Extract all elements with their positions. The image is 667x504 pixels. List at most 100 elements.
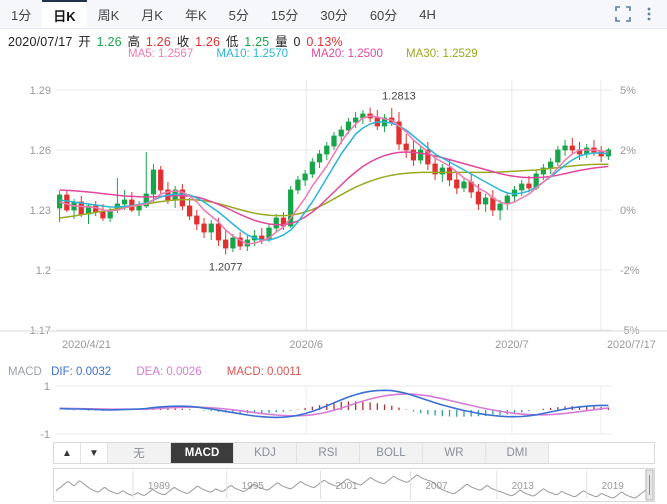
more-vertical-icon[interactable]: [641, 6, 657, 22]
x-axis-tick: 2020/6: [289, 339, 323, 351]
ma10-legend: MA10: 1.2570: [216, 48, 289, 60]
indicator-tab-bar: ▲ ▼ 无 MACD KDJ RSI BOLL WR DMI: [53, 442, 655, 464]
quote-close-value: 1.26: [195, 35, 221, 49]
candlestick: [143, 152, 149, 208]
indicator-tab-filler: [549, 443, 654, 463]
candlestick: [208, 220, 214, 240]
candlestick: [150, 164, 157, 202]
quote-change-pct: 0.13%: [306, 35, 343, 49]
fullscreen-icon[interactable]: [615, 6, 631, 22]
macd-dif-value: DIF: 0.0032: [51, 366, 112, 378]
indicator-tab-kdj[interactable]: KDJ: [234, 443, 297, 463]
y-axis-right-tick: 2%: [620, 145, 636, 157]
scroll-down-button[interactable]: ▼: [81, 443, 108, 463]
candlestick: [598, 146, 604, 162]
y-axis-right-tick: -2%: [620, 265, 640, 277]
candlestick: [331, 132, 337, 150]
y-axis-right-tick: 0%: [620, 205, 636, 217]
indicator-tab-无[interactable]: 无: [108, 443, 171, 463]
range-navigator[interactable]: 1989 1995 2001 2007 2013 2019: [53, 468, 655, 502]
indicator-tab-wr[interactable]: WR: [423, 443, 486, 463]
y-axis-left-tick: 1.2: [36, 265, 51, 277]
quote-volume-value: 0: [293, 35, 301, 49]
ma-line: [59, 163, 609, 219]
ma5-legend: MA5: 1.2567: [128, 48, 194, 60]
candlestick: [584, 144, 590, 158]
ma30-legend: MA30: 1.2529: [406, 48, 478, 60]
quote-summary: 2020/07/17 开 1.26 高 1.26 收 1.26 低 1.25 量…: [8, 31, 345, 50]
candlestick: [172, 186, 178, 208]
quote-date: 2020/07/17: [8, 35, 73, 49]
macd-y-tick: -1: [40, 429, 50, 440]
period-tab-bar: 1分 日K 周K 月K 年K 5分 15分 30分 60分 4H: [0, 0, 667, 29]
ma-line: [59, 151, 609, 226]
macd-dea-line: [59, 393, 609, 417]
candlestick: [454, 172, 460, 194]
candlestick: [136, 201, 142, 216]
candlestick: [324, 142, 330, 160]
candlestick: [194, 210, 200, 230]
navigator-year-label: 2013: [512, 481, 535, 492]
navigator-year-label: 1995: [242, 481, 265, 492]
indicator-tab-dmi[interactable]: DMI: [486, 443, 549, 463]
quote-close-label: 收: [176, 35, 190, 49]
candlestick: [418, 146, 424, 164]
indicator-tab-macd[interactable]: MACD: [171, 443, 234, 463]
candlestick: [497, 200, 503, 220]
period-tab-8[interactable]: 30分: [320, 7, 348, 23]
scroll-up-button[interactable]: ▲: [54, 443, 81, 463]
price-annotation-high: 1.2813: [382, 90, 416, 102]
candlestick: [482, 194, 489, 212]
candlestick: [367, 107, 373, 122]
quote-open-value: 1.26: [96, 35, 122, 49]
quote-volume-label: 量: [275, 35, 288, 49]
ma20-legend: MA20: 1.2500: [311, 48, 383, 60]
candlestick: [562, 140, 568, 156]
candlestick: [223, 230, 229, 255]
candlestick: [374, 110, 380, 130]
x-axis-tick: 2020/4/21: [62, 339, 111, 351]
quote-low-label: 低: [225, 35, 239, 49]
candlestick: [309, 158, 315, 178]
period-tab-5[interactable]: 年K: [184, 7, 207, 23]
price-annotation-low: 1.2077: [209, 262, 243, 274]
quote-high-value: 1.26: [145, 35, 171, 49]
candlestick: [230, 234, 236, 252]
y-axis-left-tick: 1.26: [30, 145, 51, 157]
period-tab-3[interactable]: 周K: [97, 7, 120, 23]
candlestick: [547, 158, 554, 174]
period-tab-2[interactable]: 日K: [42, 0, 87, 28]
indicator-tabs: 无 MACD KDJ RSI BOLL WR DMI: [108, 443, 654, 463]
candlestick: [526, 176, 532, 192]
macd-name: MACD: [8, 366, 42, 378]
price-chart[interactable]: 1.29 5% 1.26 2% 1.23 0% 1.2 -2% 1.17 -5% 2020/4/21…: [0, 62, 667, 362]
indicator-tab-rsi[interactable]: RSI: [297, 443, 360, 463]
macd-chart[interactable]: 1 -1: [0, 380, 667, 440]
period-tab-7[interactable]: 15分: [270, 7, 299, 23]
period-tab-9[interactable]: 60分: [369, 7, 398, 23]
candlestick: [490, 190, 496, 216]
period-tab-4[interactable]: 月K: [141, 7, 163, 23]
y-axis-left-tick: 1.23: [30, 205, 51, 217]
candlestick: [316, 150, 323, 168]
period-tab-6[interactable]: 5分: [228, 7, 249, 23]
candlestick: [100, 204, 106, 221]
candlestick: [353, 112, 359, 128]
indicator-tab-boll[interactable]: BOLL: [360, 443, 423, 463]
ma-line: [59, 115, 609, 245]
navigator-year-label: 2019: [602, 481, 625, 492]
quote-high-label: 高: [127, 35, 141, 49]
macd-macd-value: MACD: 0.0011: [226, 366, 302, 378]
period-tab-1[interactable]: 1分: [11, 7, 32, 23]
navigator-year-label: 2001: [335, 481, 358, 492]
candlestick: [201, 218, 207, 238]
candlestick: [468, 174, 474, 198]
candlestick: [288, 186, 294, 228]
period-tabs: 1分 日K 周K 月K 年K 5分 15分 30分 60分 4H: [0, 0, 447, 28]
navigator-year-label: 1989: [148, 481, 171, 492]
candlestick: [381, 114, 388, 132]
navigator-series: [55, 474, 649, 499]
period-tab-10[interactable]: 4H: [419, 6, 436, 22]
macd-dea-value: DEA: 0.0026: [136, 366, 202, 378]
quote-low-value: 1.25: [244, 35, 270, 49]
